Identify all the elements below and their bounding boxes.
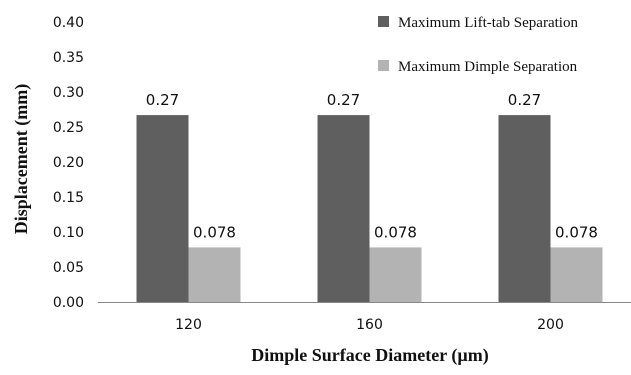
legend-swatch [378, 16, 389, 27]
bar-lift-tab-separation [317, 115, 370, 302]
bar-lift-tab-separation [136, 115, 189, 302]
bar-value-label: 0.27 [146, 91, 179, 109]
y-tick-label: 0.05 [53, 260, 84, 276]
bar-value-label: 0.27 [508, 91, 541, 109]
x-tick-label: 120 [175, 317, 202, 333]
bars [136, 115, 603, 302]
y-tick-label: 0.20 [53, 155, 84, 171]
x-axis-title: Dimple Surface Diameter (µm) [251, 345, 488, 366]
bar-dimple-separation [369, 247, 422, 302]
x-tick-label: 200 [537, 317, 564, 333]
y-tick-label: 0.10 [53, 225, 84, 241]
legend-label: Maximum Lift-tab Separation [398, 15, 578, 31]
x-tick-label: 160 [356, 317, 383, 333]
bar-value-label: 0.078 [374, 223, 417, 241]
bar-value-label: 0.27 [327, 91, 360, 109]
data-labels: 0.27 0.078 0.27 0.078 0.27 0.078 [146, 91, 598, 241]
y-axis-ticks: 0.00 0.05 0.10 0.15 0.20 0.25 0.30 0.35 0.40 [53, 15, 84, 311]
legend: Maximum Lift-tab Separation Maximum Dimpl… [378, 15, 578, 75]
y-axis-title: Displacement (mm) [11, 84, 32, 234]
bar-dimple-separation [188, 247, 241, 302]
bar-dimple-separation [550, 247, 603, 302]
bar-value-label: 0.078 [555, 223, 598, 241]
legend-label: Maximum Dimple Separation [398, 59, 578, 75]
y-tick-label: 0.35 [53, 50, 84, 66]
bar-lift-tab-separation [498, 115, 551, 302]
y-tick-label: 0.00 [53, 295, 84, 311]
x-axis-ticks: 120 160 200 [175, 317, 564, 333]
legend-swatch [378, 60, 389, 71]
bar-value-label: 0.078 [193, 223, 236, 241]
y-tick-label: 0.40 [53, 15, 84, 31]
y-tick-label: 0.25 [53, 120, 84, 136]
y-tick-label: 0.30 [53, 85, 84, 101]
y-tick-label: 0.15 [53, 190, 84, 206]
